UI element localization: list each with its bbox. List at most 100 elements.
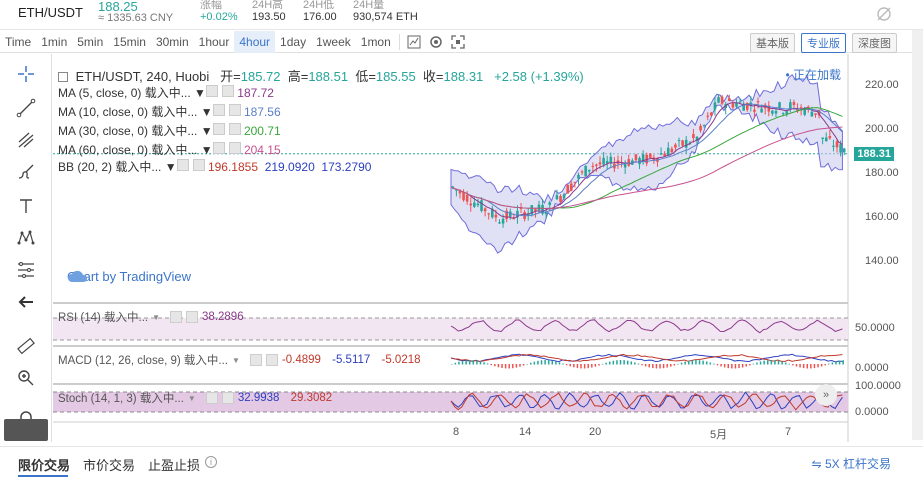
macd-histogram-bar bbox=[594, 364, 597, 367]
candle-body bbox=[465, 194, 469, 202]
candle-body bbox=[699, 125, 702, 131]
macd-histogram-bar bbox=[530, 362, 532, 365]
candle-body bbox=[810, 111, 814, 117]
candle-body bbox=[519, 207, 523, 209]
timeframe-4hour[interactable]: 4hour bbox=[234, 30, 276, 53]
scroll-right-button[interactable]: » bbox=[815, 384, 837, 406]
ma30-settings-button[interactable] bbox=[212, 123, 225, 135]
candle-body bbox=[605, 160, 609, 164]
ruler-icon[interactable] bbox=[14, 334, 38, 358]
text-icon[interactable] bbox=[14, 194, 38, 218]
timeframe-1day[interactable]: 1day bbox=[280, 34, 307, 49]
rsi-settings-button[interactable] bbox=[170, 311, 183, 323]
stoch-legend: Stoch (14, 1, 3) 载入中... ▼ 32.9938 29.3082 bbox=[58, 392, 333, 405]
macd-histogram-bar bbox=[648, 364, 650, 368]
rsi-remove-button[interactable] bbox=[186, 311, 199, 323]
timeframe-1week[interactable]: 1week bbox=[316, 34, 351, 49]
macd-histogram-bar bbox=[598, 364, 600, 366]
macd-remove-button[interactable] bbox=[265, 354, 278, 366]
leverage-link[interactable]: ⇋ 5X 杠杆交易 bbox=[811, 457, 891, 471]
tab-limit-order[interactable]: 限价交易 bbox=[18, 458, 71, 473]
fib-icon[interactable] bbox=[14, 258, 38, 282]
cloud-icon bbox=[68, 270, 88, 282]
date-tick: 7 bbox=[785, 426, 792, 438]
timeframe-1hour[interactable]: 1hour bbox=[198, 34, 230, 49]
macd-histogram-bar bbox=[565, 364, 568, 366]
ma10-remove-button[interactable] bbox=[228, 104, 241, 116]
ma5-settings-button[interactable] bbox=[205, 85, 218, 97]
candle-body bbox=[670, 148, 674, 153]
settings-icon[interactable] bbox=[425, 31, 447, 53]
macd-axis-tick: 0.0000 bbox=[855, 362, 889, 374]
ma60-remove-button[interactable] bbox=[228, 142, 241, 154]
candle-body bbox=[566, 184, 569, 194]
candle-body bbox=[713, 102, 717, 110]
macd-histogram-bar bbox=[479, 361, 482, 365]
bb-settings-button[interactable] bbox=[176, 159, 189, 171]
brush-icon[interactable] bbox=[14, 160, 38, 184]
loading-status: • 正在加载 bbox=[785, 68, 841, 82]
timeframe-5min[interactable]: 5min bbox=[77, 34, 104, 49]
zoom-icon[interactable] bbox=[14, 366, 38, 390]
tab-stop-order[interactable]: 止盈止损 bbox=[148, 458, 201, 473]
macd-histogram-bar bbox=[838, 360, 841, 365]
tradingview-logo[interactable]: Chart by TradingView bbox=[67, 269, 192, 284]
toolbar-collapse-button[interactable] bbox=[4, 419, 48, 441]
candlestick-icon[interactable] bbox=[403, 31, 425, 53]
candle-body bbox=[753, 109, 756, 112]
stat-change: 涨幅 +0.02% bbox=[200, 0, 238, 23]
candle-body bbox=[785, 111, 789, 114]
low-value: 185.55 bbox=[375, 69, 416, 84]
ohlc-legend: ETH/USDT, 240, Huobi 开=185.72 高=188.51 低… bbox=[58, 66, 584, 85]
vertical-scrollbar[interactable] bbox=[912, 30, 923, 440]
arrow-back-icon[interactable] bbox=[14, 290, 38, 314]
macd-histogram-bar bbox=[626, 360, 629, 365]
macd-histogram-bar bbox=[767, 360, 769, 365]
timeframe-1min[interactable]: 1min bbox=[41, 34, 68, 49]
ma10-settings-button[interactable] bbox=[212, 104, 225, 116]
magnet-icon[interactable] bbox=[14, 406, 38, 430]
timeframe-30min[interactable]: 30min bbox=[155, 34, 189, 49]
symbol-label: ETH/USDT, 240, Huobi bbox=[75, 69, 210, 84]
timeframe-1mon[interactable]: 1mon bbox=[360, 34, 391, 49]
trendline-icon[interactable] bbox=[14, 96, 38, 120]
candle-body bbox=[487, 213, 490, 215]
legend-collapse-icon[interactable] bbox=[58, 72, 68, 82]
info-icon[interactable]: i bbox=[205, 456, 217, 468]
macd-histogram-bar bbox=[784, 362, 787, 365]
ma30-remove-button[interactable] bbox=[228, 123, 241, 135]
ma5-remove-button[interactable] bbox=[221, 85, 234, 97]
view-depth-button[interactable]: 深度图 bbox=[852, 33, 897, 53]
price-tick: 140.00 bbox=[865, 255, 899, 267]
ma60-settings-button[interactable] bbox=[212, 142, 225, 154]
view-basic-button[interactable]: 基本版 bbox=[750, 33, 795, 53]
macd-histogram-bar bbox=[644, 364, 647, 367]
pattern-icon[interactable] bbox=[14, 226, 38, 250]
bb-remove-button[interactable] bbox=[192, 159, 205, 171]
eye-off-icon[interactable] bbox=[875, 5, 893, 23]
view-pro-button[interactable]: 专业版 bbox=[801, 33, 846, 53]
trading-chart[interactable]: ETH/USDT, 240, Huobi 开=185.72 高=188.51 低… bbox=[53, 54, 923, 442]
stoch-remove-button[interactable] bbox=[221, 392, 234, 404]
tab-market-order[interactable]: 市价交易 bbox=[83, 458, 136, 473]
candle-body bbox=[534, 209, 537, 212]
macd-histogram-bar bbox=[731, 364, 733, 369]
candle-body bbox=[483, 208, 487, 212]
macd-histogram-bar bbox=[813, 364, 816, 369]
candle-body bbox=[541, 204, 544, 214]
macd-histogram-bar bbox=[745, 364, 747, 367]
pair-name[interactable]: ETH/USDT bbox=[18, 5, 83, 20]
candle-body bbox=[803, 109, 806, 115]
timeframe-time[interactable]: Time bbox=[5, 34, 32, 49]
macd-histogram-bar bbox=[831, 362, 834, 365]
stoch-settings-button[interactable] bbox=[205, 392, 218, 404]
macd-histogram-bar bbox=[705, 361, 708, 365]
fork-icon[interactable] bbox=[14, 128, 38, 152]
timeframe-15min[interactable]: 15min bbox=[113, 34, 146, 49]
fullscreen-icon[interactable] bbox=[447, 31, 469, 53]
macd-histogram-bar bbox=[580, 364, 582, 369]
crosshair-icon[interactable] bbox=[14, 62, 38, 86]
candle-body bbox=[839, 144, 842, 153]
macd-histogram-bar bbox=[551, 360, 554, 365]
macd-settings-button[interactable] bbox=[249, 354, 262, 366]
